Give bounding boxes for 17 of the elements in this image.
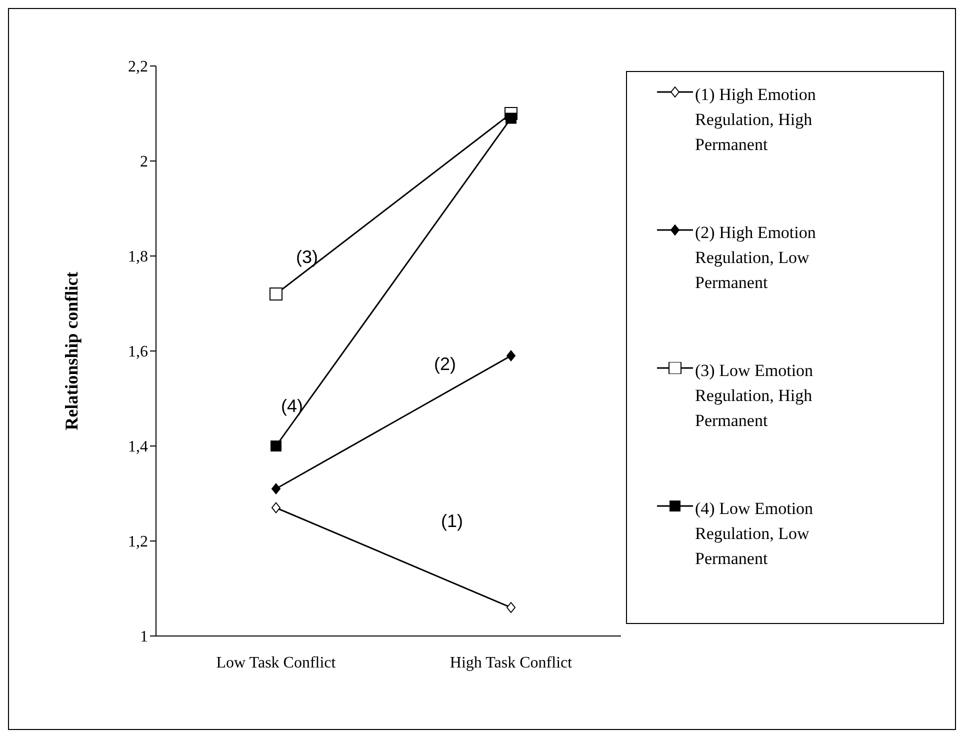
y-tick-label: 2,2 (128, 58, 148, 76)
y-tick-label: 1,2 (128, 534, 148, 551)
legend-label: (4) Low Emotion Regulation, Low Permanent (695, 498, 814, 570)
x-tick-label: High Task Conflict (450, 654, 573, 672)
annotation: (2) (434, 354, 456, 375)
x-tick-label: Low Task Conflict (216, 654, 336, 672)
legend-label: (2) High Emotion Regulation, Low Permanent (695, 222, 817, 294)
y-tick-label: 1,8 (128, 248, 148, 266)
legend-label: (3) Low Emotion Regulation, High Permanent (695, 360, 814, 432)
annotation: (3) (296, 247, 318, 268)
annotation: (1) (441, 511, 463, 532)
y-tick-label: 2 (140, 154, 148, 171)
legend-label: (1) High Emotion Regulation, High Permanent (695, 84, 817, 156)
y-tick-label: 1,4 (128, 438, 148, 456)
y-tick-label: 1,6 (128, 344, 148, 361)
y-axis-title: Relationship conflict (61, 272, 82, 430)
y-tick-label: 1 (140, 628, 148, 646)
